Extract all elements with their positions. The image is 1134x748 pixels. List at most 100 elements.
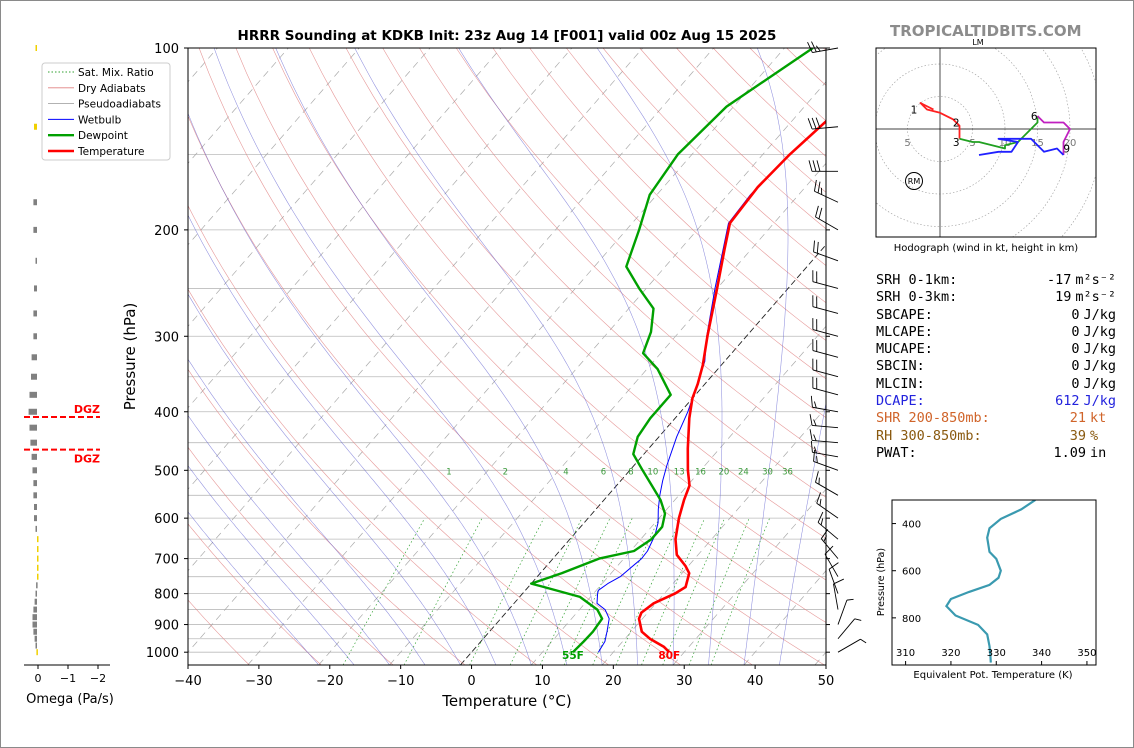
pseudoadiabat-line [188, 214, 497, 665]
omega-bar [34, 123, 37, 130]
mixing-ratio-label: 8 [628, 468, 633, 478]
theta-e-x-axis-label: Equivalent Pot. Temperature (K) [913, 670, 1072, 681]
stat-label: SHR 200-850mb: [876, 410, 990, 427]
hodograph-trace [959, 116, 1039, 150]
wind-barb-flag [812, 160, 817, 172]
wind-barb-shaft [820, 538, 839, 559]
mixing-ratio-label: 20 [719, 468, 730, 478]
omega-bar [35, 525, 37, 532]
skewt-axes-frame [187, 47, 827, 666]
hodograph-top-label: LM [972, 38, 983, 47]
pseudoadiabat-line [354, 48, 638, 665]
theta-e-panel: 310 320 330 340 350 400 600 800 Equivalent Pot. … [876, 499, 1097, 681]
wind-barb-shaft [812, 281, 839, 289]
hodograph-frame [875, 47, 1097, 238]
omega-bar [37, 536, 39, 543]
mixing-ratio-label: 10 [647, 468, 658, 478]
omega-tick-label: 0 [35, 672, 42, 685]
stat-row: SRH 0-3km: 19 m²s⁻² [876, 289, 1116, 306]
isotherm-line [188, 48, 573, 490]
wind-barb-flag [820, 518, 824, 526]
stat-row: SRH 0-1km: -17 m²s⁻² [876, 272, 1116, 289]
hodograph-plot-area: 5 10 15 20 5 1 2 3 6 9 RM [876, 48, 1096, 237]
wind-barb-flag [808, 160, 813, 172]
mixing-ratio-line [563, 518, 633, 665]
wind-barb-flag [815, 471, 819, 483]
wind-barb-flag [815, 117, 821, 129]
omega-bar [37, 573, 39, 580]
mixing-ratio-line [662, 518, 725, 665]
dry-adiabat-line [188, 368, 466, 665]
hodograph-height-label: 2 [953, 118, 960, 130]
omega-bar [33, 199, 37, 206]
hodograph-ring-label: 20 [1064, 138, 1077, 149]
stat-unit: J/kg [1083, 341, 1116, 358]
stat-label: SBCAPE: [876, 306, 933, 323]
mixing-ratio-line [509, 518, 583, 665]
y-axis-label: Pressure (hPa) [121, 303, 139, 411]
stat-value: 612 [1055, 393, 1080, 410]
wind-barb-flag [809, 414, 813, 426]
y-tick-label: 100 [154, 42, 179, 57]
isotherm-line [531, 325, 826, 665]
mixing-ratio-line [710, 518, 770, 665]
wind-barb-shaft [812, 47, 839, 53]
stat-value: 39 [1069, 427, 1086, 444]
theta-e-y-tick-label: 400 [902, 520, 921, 531]
hodograph-trace [939, 111, 961, 139]
omega-bar [34, 503, 37, 510]
omega-bar [28, 408, 37, 415]
wind-barb-shaft [812, 451, 839, 458]
wind-barb-flag [854, 618, 862, 621]
wind-barb [815, 205, 839, 231]
stat-value: 0 [1071, 341, 1080, 358]
stat-label: PWAT: [876, 444, 917, 461]
wind-barb-shaft [828, 569, 839, 594]
wind-barb-flag [811, 41, 817, 53]
chart-title: HRRR Sounding at KDKB Init: 23z Aug 14 [… [238, 28, 777, 44]
legend-label: Sat. Mix. Ratio [78, 67, 154, 79]
wind-barb [812, 358, 839, 378]
hodograph-ring-label: 5 [904, 138, 910, 149]
omega-bar [29, 424, 37, 431]
isotherm-line [188, 48, 714, 653]
pseudoadiabat-line [188, 511, 319, 665]
wind-barb [809, 429, 839, 444]
wind-barb-flag [815, 205, 819, 217]
wind-barb-shaft [817, 522, 839, 540]
wind-barb-flag [824, 545, 834, 555]
isotherm-line [188, 48, 644, 572]
omega-bar [37, 564, 39, 571]
surface-dewpoint-label: 55F [562, 650, 584, 662]
omega-tick-label: −2 [90, 672, 106, 685]
dry-adiabat-line [188, 523, 322, 665]
wind-barb-flag [813, 240, 815, 252]
omega-bar [33, 480, 37, 487]
wetbulb-profile-line [596, 170, 774, 653]
omega-bar [32, 614, 37, 621]
pseudoadiabat-line [779, 401, 826, 665]
mixing-ratio-label: 36 [782, 468, 793, 478]
dry-adiabat-line [382, 48, 826, 498]
dry-adiabat-line [419, 48, 826, 458]
isotherm-line [460, 244, 826, 665]
y-tick-label: 200 [154, 224, 179, 239]
x-tick-label: 20 [605, 674, 622, 689]
omega-bar [35, 257, 37, 264]
mixing-ratio-line [539, 518, 611, 665]
y-tick-label: 900 [154, 619, 179, 634]
wind-barb-flag [846, 598, 854, 601]
wind-barb-shaft [815, 481, 839, 496]
x-tick-label: 0 [467, 674, 475, 689]
wind-barb-shaft [837, 599, 848, 625]
wind-barb-shaft [812, 329, 839, 337]
omega-bar [34, 598, 37, 605]
wind-barb-flag [810, 440, 813, 453]
hodograph-trace [1036, 115, 1071, 155]
stat-unit: J/kg [1083, 323, 1116, 340]
legend-label: Wetbulb [78, 114, 122, 126]
stat-label: MLCAPE: [876, 323, 933, 340]
wind-barb-flag [816, 241, 819, 254]
dry-adiabat-line [345, 48, 826, 539]
omega-panel: 0 −1 −2 Omega (Pa/s) DGZ DGZ [24, 45, 114, 707]
